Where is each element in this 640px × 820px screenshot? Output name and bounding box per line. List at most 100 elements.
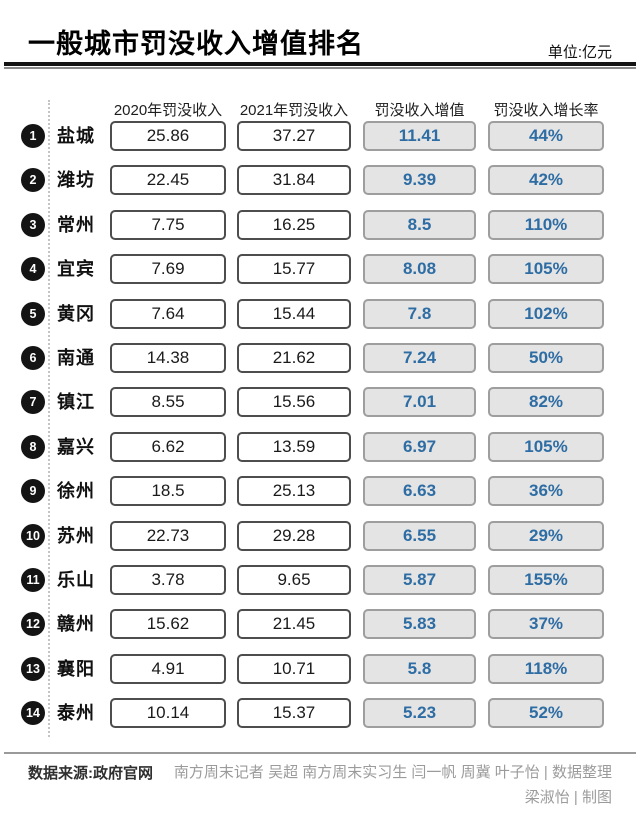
- value-increase: 6.55: [363, 520, 476, 551]
- credits-line-1: 南方周末记者 吴超 南方周末实习生 闫一帆 周冀 叶子怡 | 数据整理: [173, 764, 612, 781]
- column-header-increase: 罚没收入增值: [374, 102, 465, 119]
- city-name: 潍坊: [57, 170, 95, 191]
- value-2020: 8.55: [110, 387, 226, 418]
- value-2020: 7.69: [110, 254, 226, 285]
- value-growth-rate: 155%: [488, 564, 604, 595]
- city-name: 常州: [57, 214, 95, 235]
- data-source-label: 数据来源:政府官网: [28, 765, 153, 782]
- value-increase: 5.87: [363, 564, 476, 595]
- value-2021: 10.71: [237, 653, 351, 684]
- value-growth-rate: 105%: [488, 254, 604, 285]
- table-row: 3 常州 7.75 16.25 8.5 110%: [0, 209, 640, 241]
- rank-badge: 5: [21, 301, 45, 326]
- table-row: 13 襄阳 4.91 10.71 5.8 118%: [0, 653, 640, 685]
- value-2020: 22.73: [110, 520, 226, 551]
- table-rows: 1 盐城 25.86 37.27 11.41 44% 2 潍坊 22.45 31…: [0, 120, 640, 741]
- value-increase: 9.39: [363, 165, 476, 196]
- value-2020: 10.14: [110, 698, 226, 729]
- value-growth-rate: 29%: [488, 520, 604, 551]
- value-growth-rate: 102%: [488, 298, 604, 329]
- rank-badge: 9: [21, 479, 45, 504]
- value-2020: 25.86: [110, 121, 226, 151]
- table-row: 2 潍坊 22.45 31.84 9.39 42%: [0, 164, 640, 196]
- table-row: 10 苏州 22.73 29.28 6.55 29%: [0, 520, 640, 552]
- rank-badge: 12: [21, 612, 45, 637]
- rank-badge: 3: [21, 212, 45, 237]
- city-name: 南通: [57, 347, 95, 368]
- value-growth-rate: 105%: [488, 431, 604, 462]
- value-2020: 18.5: [110, 476, 226, 507]
- value-increase: 11.41: [363, 121, 476, 151]
- value-2021: 31.84: [237, 165, 351, 196]
- rank-dotted-guide: [48, 100, 50, 737]
- value-increase: 8.5: [363, 209, 476, 240]
- city-name: 宜宾: [57, 259, 95, 280]
- table-row: 5 黄冈 7.64 15.44 7.8 102%: [0, 298, 640, 330]
- value-growth-rate: 110%: [488, 209, 604, 240]
- value-increase: 6.63: [363, 476, 476, 507]
- rank-badge: 2: [21, 168, 45, 193]
- rank-badge: 7: [21, 390, 45, 415]
- value-2021: 25.13: [237, 476, 351, 507]
- value-increase: 5.83: [363, 609, 476, 640]
- column-headers: 2020年罚没收入 2021年罚没收入 罚没收入增值 罚没收入增长率: [0, 99, 640, 119]
- city-name: 徐州: [57, 481, 95, 502]
- credits-block: 南方周末记者 吴超 南方周末实习生 闫一帆 周冀 叶子怡 | 数据整理 梁淑怡 …: [174, 760, 612, 810]
- value-increase: 7.24: [363, 342, 476, 373]
- value-2021: 29.28: [237, 520, 351, 551]
- value-increase: 5.8: [363, 653, 476, 684]
- city-name: 乐山: [57, 569, 95, 590]
- table-row: 1 盐城 25.86 37.27 11.41 44%: [0, 120, 640, 152]
- value-2021: 15.77: [237, 254, 351, 285]
- value-2021: 15.56: [237, 387, 351, 418]
- title-divider: [4, 62, 636, 69]
- city-name: 赣州: [57, 614, 95, 635]
- rank-badge: 11: [21, 567, 45, 592]
- rank-badge: 14: [21, 701, 45, 726]
- value-increase: 7.01: [363, 387, 476, 418]
- value-2021: 37.27: [237, 121, 351, 151]
- table-row: 14 泰州 10.14 15.37 5.23 52%: [0, 697, 640, 729]
- value-2021: 15.37: [237, 698, 351, 729]
- column-header-2021: 2021年罚没收入: [239, 102, 349, 119]
- value-2021: 21.45: [237, 609, 351, 640]
- table-row: 6 南通 14.38 21.62 7.24 50%: [0, 342, 640, 374]
- city-name: 黄冈: [57, 303, 95, 324]
- value-growth-rate: 37%: [488, 609, 604, 640]
- value-increase: 7.8: [363, 298, 476, 329]
- value-growth-rate: 118%: [488, 653, 604, 684]
- rank-badge: 1: [21, 124, 45, 148]
- value-2021: 9.65: [237, 564, 351, 595]
- value-2021: 16.25: [237, 209, 351, 240]
- page-title: 一般城市罚没收入增值排名: [28, 29, 364, 59]
- rank-badge: 8: [21, 434, 45, 459]
- table-row: 8 嘉兴 6.62 13.59 6.97 105%: [0, 431, 640, 463]
- value-2020: 3.78: [110, 564, 226, 595]
- table-row: 7 镇江 8.55 15.56 7.01 82%: [0, 386, 640, 418]
- value-2020: 7.75: [110, 209, 226, 240]
- value-2020: 6.62: [110, 431, 226, 462]
- value-2020: 4.91: [110, 653, 226, 684]
- value-2020: 15.62: [110, 609, 226, 640]
- table-row: 9 徐州 18.5 25.13 6.63 36%: [0, 475, 640, 507]
- city-name: 嘉兴: [57, 436, 95, 457]
- rank-badge: 6: [21, 345, 45, 370]
- city-name: 襄阳: [57, 658, 95, 679]
- value-increase: 8.08: [363, 254, 476, 285]
- rank-badge: 13: [21, 656, 45, 681]
- value-increase: 6.97: [363, 431, 476, 462]
- value-2021: 21.62: [237, 342, 351, 373]
- value-growth-rate: 50%: [488, 342, 604, 373]
- rank-badge: 4: [21, 257, 45, 282]
- value-growth-rate: 44%: [488, 121, 604, 151]
- unit-label: 单位:亿元: [547, 44, 612, 61]
- value-growth-rate: 36%: [488, 476, 604, 507]
- city-name: 苏州: [57, 525, 95, 546]
- credits-line-2: 梁淑怡 | 制图: [524, 789, 612, 806]
- column-header-growth-rate: 罚没收入增长率: [493, 102, 599, 119]
- rank-badge: 10: [21, 523, 45, 548]
- value-growth-rate: 52%: [488, 698, 604, 729]
- value-2020: 14.38: [110, 342, 226, 373]
- value-increase: 5.23: [363, 698, 476, 729]
